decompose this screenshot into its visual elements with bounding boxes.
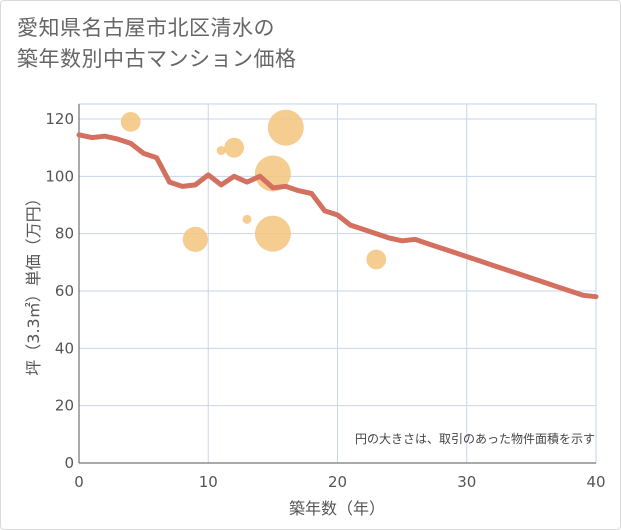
bubble-1	[216, 146, 226, 156]
bubble-7	[254, 215, 291, 252]
x-axis-title: 築年数（年）	[289, 499, 385, 518]
series-line-trend	[76, 132, 599, 300]
bubble-5	[242, 214, 252, 224]
y-tick-label-40: 40	[55, 339, 74, 357]
chart-title: 愛知県名古屋市北区清水の 築年数別中古マンション価格	[17, 13, 297, 75]
x-tick-label-20: 20	[328, 473, 347, 491]
x-tick-label-40: 40	[586, 473, 605, 491]
x-tick-label-30: 30	[457, 473, 476, 491]
bubble-6	[182, 226, 208, 252]
x-tick-label-10: 10	[199, 473, 218, 491]
trend-line-layer	[76, 132, 599, 300]
gridlines	[78, 104, 596, 464]
y-tick-label-60: 60	[55, 282, 74, 300]
y-tick-label-0: 0	[64, 454, 74, 472]
y-tick-label-100: 100	[45, 167, 74, 185]
y-tick-label-120: 120	[45, 110, 74, 128]
chart-title-line-1: 愛知県名古屋市北区清水の	[17, 16, 275, 40]
y-axis-title: 坪（3.3㎡）単価（万円）	[24, 190, 43, 375]
y-tick-label-20: 20	[55, 397, 74, 415]
bubble-0	[120, 111, 141, 132]
x-tick-label-0: 0	[74, 473, 84, 491]
tick-labels: 0 20 40 60 80 100 120 0 10 20 30 40	[45, 110, 605, 491]
bubble-size-note: 円の大きさは、取引のあった物件面積を示す	[355, 431, 595, 446]
bubble-3	[267, 109, 304, 146]
bubble-8	[366, 249, 387, 270]
bubble-2	[224, 137, 245, 158]
bubble-layer	[120, 109, 387, 270]
chart-title-line-2: 築年数別中古マンション価格	[17, 47, 297, 71]
y-tick-label-80: 80	[55, 225, 74, 243]
